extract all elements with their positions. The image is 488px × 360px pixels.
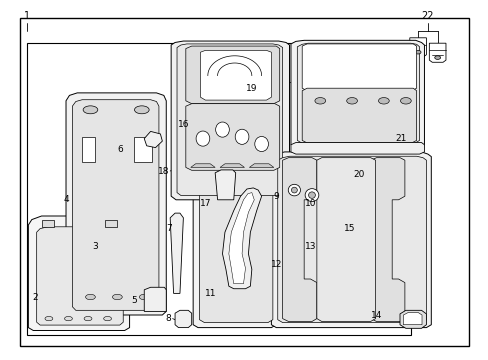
Polygon shape <box>399 310 426 328</box>
Text: 18: 18 <box>158 166 169 176</box>
Polygon shape <box>190 164 215 167</box>
Text: 15: 15 <box>343 224 355 233</box>
Ellipse shape <box>215 122 229 137</box>
Text: 14: 14 <box>370 310 382 320</box>
Text: 1: 1 <box>24 11 30 21</box>
Ellipse shape <box>254 136 268 152</box>
Polygon shape <box>222 188 261 289</box>
Polygon shape <box>134 137 151 162</box>
Ellipse shape <box>287 184 300 196</box>
Ellipse shape <box>84 316 92 321</box>
Polygon shape <box>82 137 95 162</box>
Polygon shape <box>403 312 421 325</box>
Text: 13: 13 <box>304 242 316 251</box>
Polygon shape <box>316 158 375 321</box>
Polygon shape <box>193 152 276 328</box>
Text: 7: 7 <box>165 224 171 233</box>
Ellipse shape <box>378 98 388 104</box>
Ellipse shape <box>103 316 111 321</box>
Text: 17: 17 <box>199 199 211 208</box>
Text: 11: 11 <box>204 289 216 298</box>
Ellipse shape <box>83 106 98 114</box>
Polygon shape <box>185 46 279 104</box>
Polygon shape <box>72 100 159 310</box>
Ellipse shape <box>434 56 440 59</box>
Polygon shape <box>282 158 316 321</box>
Polygon shape <box>185 104 279 170</box>
Text: 3: 3 <box>92 242 98 251</box>
Polygon shape <box>27 43 410 335</box>
Text: 12: 12 <box>270 260 282 269</box>
Polygon shape <box>171 41 289 200</box>
Ellipse shape <box>291 187 297 193</box>
Polygon shape <box>199 156 272 323</box>
Polygon shape <box>105 220 117 227</box>
Ellipse shape <box>346 98 357 104</box>
Polygon shape <box>277 156 426 323</box>
Text: 4: 4 <box>63 195 69 204</box>
Polygon shape <box>200 50 271 100</box>
Text: 8: 8 <box>165 314 171 323</box>
Polygon shape <box>28 216 129 330</box>
Polygon shape <box>175 310 191 328</box>
Polygon shape <box>290 143 424 154</box>
Polygon shape <box>144 287 166 311</box>
Text: 5: 5 <box>131 296 137 305</box>
Polygon shape <box>297 43 419 143</box>
Polygon shape <box>228 193 254 284</box>
Ellipse shape <box>414 50 420 54</box>
Polygon shape <box>370 158 404 321</box>
Text: 2: 2 <box>32 292 38 302</box>
Polygon shape <box>409 38 426 57</box>
Text: 22: 22 <box>421 11 433 21</box>
Polygon shape <box>220 164 244 167</box>
Polygon shape <box>170 213 183 293</box>
Ellipse shape <box>400 98 410 104</box>
Ellipse shape <box>196 131 209 146</box>
Polygon shape <box>271 152 430 328</box>
Polygon shape <box>249 164 273 167</box>
Ellipse shape <box>45 316 53 321</box>
Polygon shape <box>302 44 416 91</box>
Text: 21: 21 <box>394 134 406 143</box>
Text: 6: 6 <box>117 145 122 154</box>
Ellipse shape <box>64 316 72 321</box>
Polygon shape <box>428 43 445 62</box>
Polygon shape <box>177 44 282 195</box>
Text: 9: 9 <box>273 192 279 201</box>
Ellipse shape <box>314 98 325 104</box>
Ellipse shape <box>235 129 248 144</box>
Polygon shape <box>302 88 416 143</box>
Text: 10: 10 <box>304 199 316 208</box>
Text: 19: 19 <box>245 84 257 93</box>
Ellipse shape <box>85 294 95 300</box>
Text: 16: 16 <box>177 120 189 129</box>
Polygon shape <box>215 170 235 200</box>
Polygon shape <box>66 93 166 315</box>
Polygon shape <box>144 131 162 148</box>
Polygon shape <box>290 40 424 148</box>
Text: 20: 20 <box>353 170 365 179</box>
Polygon shape <box>37 227 123 325</box>
Polygon shape <box>41 220 54 227</box>
Ellipse shape <box>308 192 315 198</box>
Ellipse shape <box>139 294 149 300</box>
Ellipse shape <box>112 294 122 300</box>
Ellipse shape <box>305 189 318 202</box>
Ellipse shape <box>134 106 149 114</box>
